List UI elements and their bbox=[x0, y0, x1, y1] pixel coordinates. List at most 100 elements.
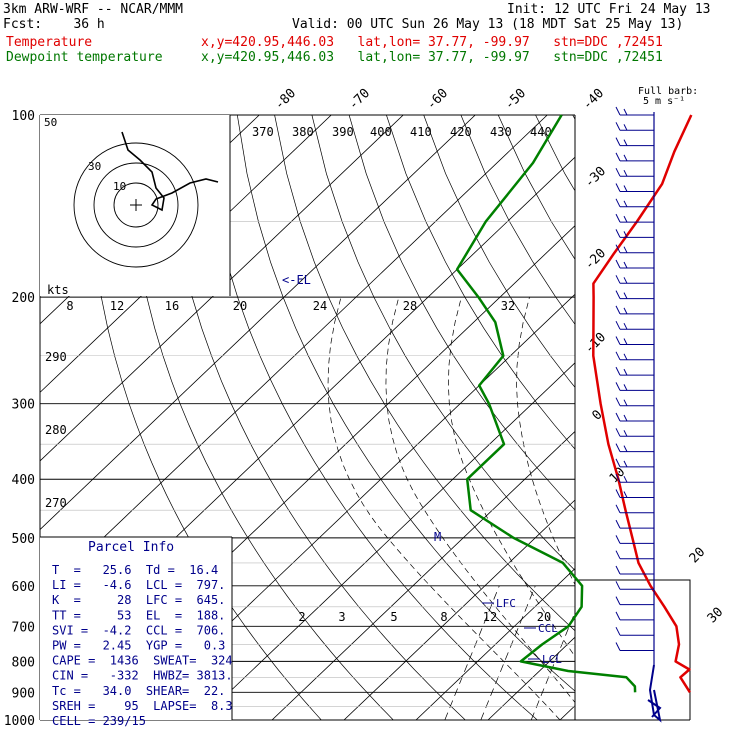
isotherm-line bbox=[271, 430, 575, 720]
parcel-title: Parcel Info bbox=[88, 540, 174, 555]
wind-barb-flag bbox=[615, 519, 621, 529]
wind-barb-flag bbox=[623, 246, 628, 253]
wind-barb-flag bbox=[615, 122, 621, 131]
lfc-marker: LFC bbox=[496, 597, 516, 610]
theta-label: 390 bbox=[332, 125, 354, 139]
theta-left-label: 280 bbox=[45, 423, 67, 437]
hodo-ring-label: 10 bbox=[113, 180, 126, 193]
parcel-info-box: Parcel Info T = 25.6 Td = 16.4LI = -4.6 L… bbox=[40, 536, 233, 728]
wind-barb-flag bbox=[615, 275, 621, 284]
dry-adiabat-line bbox=[610, 115, 740, 720]
theta-label: 440 bbox=[530, 125, 552, 139]
theta-left-label: 270 bbox=[45, 496, 67, 510]
theta-label: 370 bbox=[252, 125, 274, 139]
temperature-trace bbox=[592, 114, 693, 693]
mixing-ratio-line bbox=[582, 586, 637, 720]
pressure-label: 500 bbox=[12, 532, 35, 547]
wind-barb-flag bbox=[615, 473, 621, 483]
wind-barb-flag bbox=[623, 307, 628, 315]
theta-left-label: 290 bbox=[45, 350, 67, 364]
pressure-label: 900 bbox=[12, 686, 35, 701]
dry-adiabat-line bbox=[685, 115, 740, 720]
hodo-speed-label: 20 bbox=[233, 299, 247, 313]
parcel-row: Tc = 34.0 SHEAR= 22. bbox=[52, 684, 225, 698]
hodo-unit-label: kts bbox=[47, 283, 69, 297]
isotherm-line bbox=[704, 115, 740, 720]
parcel-row: SREH = 95 LAPSE= 8.3 bbox=[52, 699, 233, 713]
wind-barb-flag bbox=[623, 368, 628, 376]
isotherm-line bbox=[40, 115, 548, 599]
parcel-row: PW = 2.45 YGP = 0.3 bbox=[52, 639, 225, 653]
mixing-ratio-label: 3 bbox=[338, 610, 345, 624]
pressure-label: 700 bbox=[12, 620, 35, 635]
wind-barb-flag bbox=[615, 351, 621, 361]
dewpoint-location: x,y=420.95,446.03 lat,lon= 37.77, -99.97… bbox=[201, 50, 663, 65]
wind-barb-flag bbox=[615, 320, 621, 330]
isotherm-label: 30 bbox=[705, 605, 727, 627]
wind-barb-flag bbox=[623, 139, 628, 146]
valid-time: Valid: 00 UTC Sun 26 May 13 (18 MDT Sat … bbox=[292, 17, 684, 32]
wind-barb-flag bbox=[623, 169, 628, 177]
ccl-marker: CCL bbox=[538, 622, 558, 635]
parcel-row: SVI = -4.2 CCL = 706. bbox=[52, 623, 225, 637]
wind-barb-flag bbox=[615, 244, 621, 253]
wind-barb-flag bbox=[623, 445, 628, 452]
pressure-label: 300 bbox=[12, 398, 35, 413]
mixing-ratio-label: 20 bbox=[537, 610, 551, 624]
isotherm-label: -30 bbox=[582, 164, 609, 191]
mixing-ratio-label: 8 bbox=[440, 610, 447, 624]
wind-barb-flag bbox=[615, 259, 621, 269]
wind-barb-flag bbox=[623, 215, 628, 223]
barb-legend-title: Full barb: bbox=[638, 86, 698, 97]
parcel-row: TT = 53 EL = 188. bbox=[52, 608, 225, 622]
wind-barb-flag bbox=[623, 200, 628, 208]
moist-adiabat-line bbox=[327, 297, 561, 720]
hodo-speed-label: 12 bbox=[110, 299, 124, 313]
isotherm-line bbox=[40, 115, 404, 462]
hodo-speed-label: 24 bbox=[313, 299, 327, 313]
mixing-ratio-line bbox=[480, 585, 536, 720]
moist-adiabat-line bbox=[658, 297, 704, 720]
wind-barb-flag bbox=[615, 183, 621, 192]
wind-barb-flag bbox=[615, 443, 621, 452]
isotherm-label: -10 bbox=[582, 330, 609, 357]
pressure-label: 200 bbox=[12, 291, 35, 306]
mixing-ratio-label: 12 bbox=[483, 610, 497, 624]
dry-adiabat-line bbox=[423, 115, 575, 388]
wind-barb-flag bbox=[615, 198, 621, 208]
barb-legend-units: 5 m s⁻¹ bbox=[643, 96, 685, 107]
theta-label: 430 bbox=[490, 125, 512, 139]
wind-barb-flag bbox=[615, 382, 621, 391]
theta-label: 400 bbox=[370, 125, 392, 139]
moist-adiabat-line bbox=[516, 297, 575, 586]
pressure-label: 400 bbox=[12, 473, 35, 488]
wind-barbs: Full barb:5 m s⁻¹ bbox=[615, 86, 698, 723]
wind-barb-flag bbox=[615, 428, 621, 437]
wind-barb-flag bbox=[623, 124, 628, 131]
hodo-speed-label: 16 bbox=[165, 299, 179, 313]
wind-barb-flag bbox=[615, 167, 621, 177]
el-marker: <-EL bbox=[282, 273, 311, 287]
dewpoint-legend: Dewpoint temperature bbox=[6, 50, 163, 65]
wind-barb-flag bbox=[615, 305, 621, 315]
wind-barb-flag bbox=[615, 229, 621, 238]
mixing-ratio-line bbox=[444, 585, 500, 720]
wind-barb-flag bbox=[615, 336, 621, 345]
wind-barb-flag bbox=[623, 399, 628, 406]
isotherm-line bbox=[487, 636, 575, 720]
theta-label: 410 bbox=[410, 125, 432, 139]
wind-barb-flag bbox=[623, 491, 628, 498]
dewpoint-trace bbox=[455, 114, 637, 693]
wind-barb-flag bbox=[615, 290, 621, 299]
wind-barb-flag bbox=[615, 397, 621, 406]
wind-barb-flag bbox=[623, 322, 628, 330]
isotherm-line bbox=[127, 293, 575, 720]
isotherm-line bbox=[343, 499, 575, 720]
parcel-row: CAPE = 1436 SWEAT= 324 bbox=[52, 654, 233, 668]
wind-barb-flag bbox=[615, 152, 621, 162]
isotherm-line bbox=[559, 705, 575, 720]
dry-adiabat-line bbox=[722, 115, 740, 720]
parcel-row: CELL = 239/15 bbox=[52, 714, 146, 728]
